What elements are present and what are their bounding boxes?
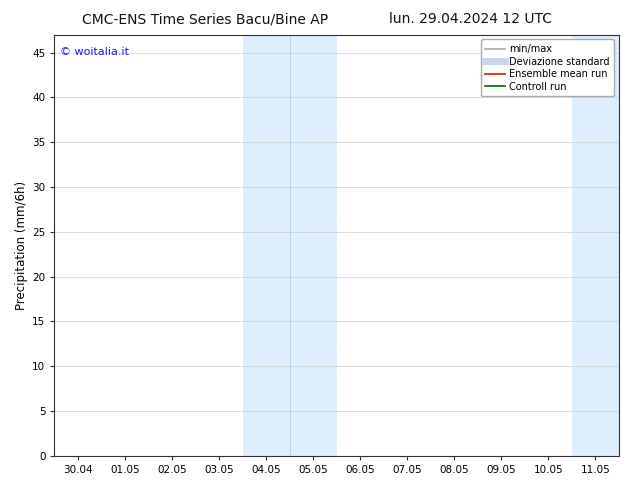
Text: © woitalia.it: © woitalia.it [60,47,129,57]
Y-axis label: Precipitation (mm/6h): Precipitation (mm/6h) [15,181,28,310]
Legend: min/max, Deviazione standard, Ensemble mean run, Controll run: min/max, Deviazione standard, Ensemble m… [481,40,614,97]
Bar [243,35,337,456]
Text: CMC-ENS Time Series Bacu/Bine AP: CMC-ENS Time Series Bacu/Bine AP [82,12,328,26]
Bar [572,35,619,456]
Text: lun. 29.04.2024 12 UTC: lun. 29.04.2024 12 UTC [389,12,552,26]
